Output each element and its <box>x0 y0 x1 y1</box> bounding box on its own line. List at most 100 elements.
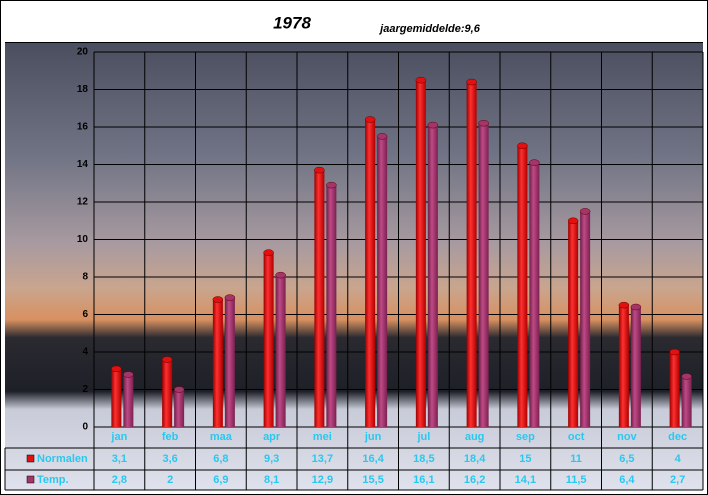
bar <box>681 376 692 427</box>
value-label: 16,2 <box>464 474 485 486</box>
bar-cap <box>478 120 489 127</box>
bar-cap <box>466 78 477 86</box>
bar <box>630 307 641 427</box>
value-label: 3,1 <box>112 453 127 465</box>
y-tick-label: 18 <box>77 84 89 95</box>
bar <box>263 252 274 427</box>
y-tick-label: 12 <box>77 197 89 208</box>
value-label: 18,4 <box>464 453 486 465</box>
bar-cap <box>212 296 224 303</box>
bar <box>275 275 286 427</box>
value-label: 15,5 <box>362 474 383 486</box>
bar <box>466 82 477 427</box>
bar <box>377 136 388 427</box>
title-separator <box>5 42 703 43</box>
value-label: 11 <box>570 453 582 465</box>
y-tick-label: 0 <box>82 422 88 433</box>
bar-cap <box>123 371 134 378</box>
value-label: 11,5 <box>566 474 587 486</box>
value-label: 16,1 <box>413 474 434 486</box>
legend-label: Temp. <box>37 474 69 486</box>
bar <box>224 297 235 427</box>
x-tick-label: maa <box>210 431 233 443</box>
bar <box>326 185 337 427</box>
value-label: 6,4 <box>619 474 635 486</box>
x-tick-label: nov <box>617 431 637 443</box>
bar-cap <box>111 365 122 373</box>
value-label: 4 <box>675 453 682 465</box>
y-tick-label: 8 <box>82 272 88 283</box>
value-label: 15 <box>519 453 531 465</box>
x-tick-label: jan <box>110 431 127 443</box>
x-tick-label: mei <box>313 431 332 443</box>
bar <box>618 305 629 427</box>
bar <box>365 119 376 427</box>
value-label: 14,1 <box>515 474 536 486</box>
bar-cap <box>579 208 591 215</box>
value-label: 16,4 <box>362 453 384 465</box>
bar <box>427 125 438 427</box>
bar <box>568 220 579 427</box>
value-label: 8,1 <box>264 474 279 486</box>
value-label: 13,7 <box>312 453 333 465</box>
bar-cap <box>224 294 236 301</box>
value-label: 2,8 <box>112 474 127 486</box>
y-tick-label: 2 <box>82 384 88 395</box>
bar-cap <box>376 133 388 140</box>
bar <box>669 352 680 427</box>
legend-swatch <box>26 454 35 463</box>
x-tick-label: aug <box>465 431 485 443</box>
y-tick-label: 6 <box>82 309 88 320</box>
bar-cap <box>681 373 692 380</box>
bar <box>111 368 122 427</box>
legend-label: Normalen <box>37 453 88 465</box>
bar-cap <box>618 301 630 309</box>
chart-title: 1978 <box>273 13 311 32</box>
value-label: 9,3 <box>264 453 279 465</box>
bar-cap <box>529 159 540 166</box>
bar <box>529 162 540 427</box>
x-tick-label: dec <box>668 431 687 443</box>
bar-cap <box>415 76 427 84</box>
bar-cap <box>263 249 274 256</box>
value-label: 6,9 <box>213 474 228 486</box>
value-label: 2 <box>167 474 173 486</box>
x-tick-label: sep <box>516 431 535 443</box>
x-tick-label: jun <box>364 431 382 443</box>
bar-cap <box>567 217 579 224</box>
bar <box>478 123 489 427</box>
bar <box>162 359 173 427</box>
y-tick-label: 10 <box>77 234 89 245</box>
bar <box>123 374 134 427</box>
bar-cap <box>669 348 680 356</box>
y-tick-label: 4 <box>82 347 88 358</box>
bar-cap <box>326 181 337 189</box>
value-label: 6,5 <box>619 453 634 465</box>
bar-cap <box>173 386 185 393</box>
bar <box>174 389 185 427</box>
x-tick-label: oct <box>568 431 585 443</box>
bar-cap <box>314 166 325 174</box>
x-tick-label: apr <box>263 431 281 443</box>
value-label: 2,7 <box>670 474 685 486</box>
bar-cap <box>630 303 642 311</box>
value-label: 18,5 <box>413 453 434 465</box>
bar-cap <box>517 142 528 149</box>
bar-cap <box>364 116 376 123</box>
bar <box>212 299 223 427</box>
chart-subtitle: jaargemiddelde:9,6 <box>378 23 481 35</box>
legend-swatch <box>26 475 35 484</box>
background-photo <box>5 42 703 490</box>
x-tick-label: feb <box>162 431 179 443</box>
bar-cap <box>161 356 173 363</box>
y-tick-label: 16 <box>77 122 89 133</box>
bar-cap <box>427 121 439 129</box>
bar <box>580 211 591 427</box>
bar <box>314 170 325 427</box>
value-label: 3,6 <box>162 453 177 465</box>
x-tick-label: jul <box>416 431 430 443</box>
y-tick-label: 14 <box>77 159 89 170</box>
value-label: 6,8 <box>213 453 228 465</box>
value-label: 12,9 <box>312 474 333 486</box>
